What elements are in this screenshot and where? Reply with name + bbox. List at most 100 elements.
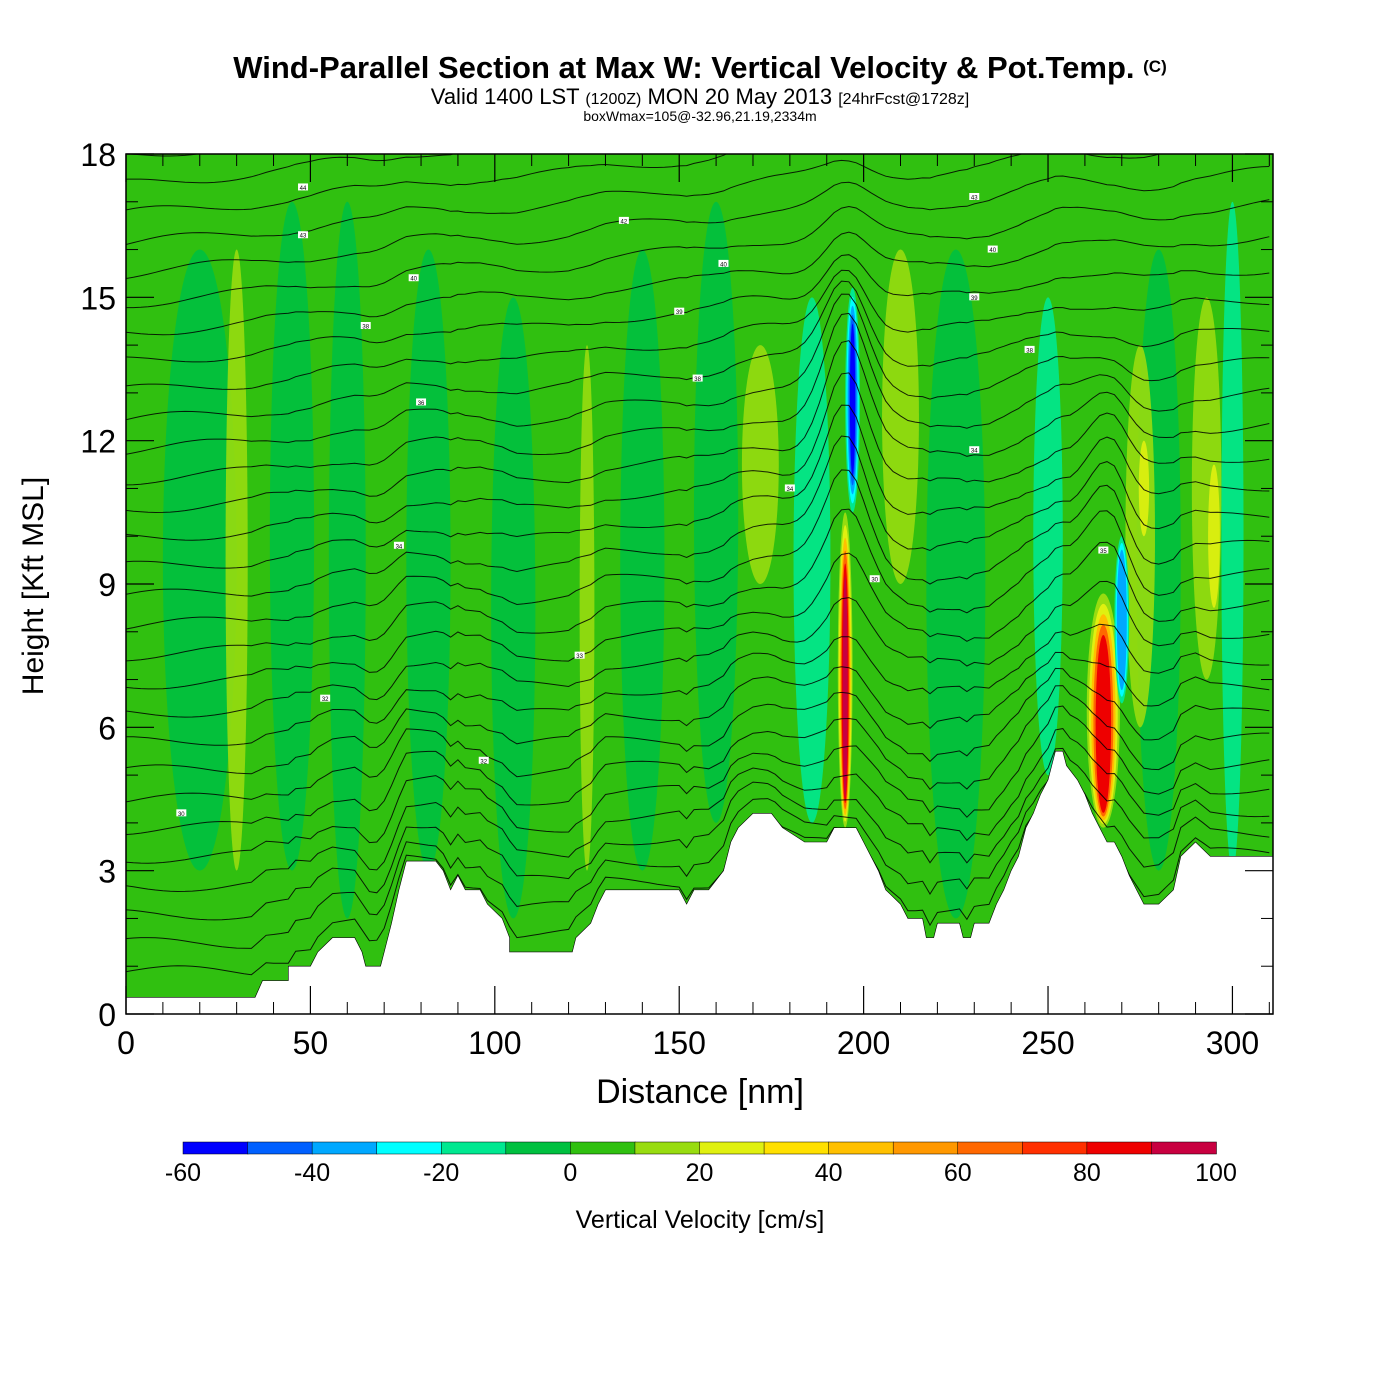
contour-label-text: 39 xyxy=(676,310,683,316)
theta-contour-line xyxy=(126,580,1270,718)
theta-contour-line xyxy=(126,154,455,184)
wind-band xyxy=(882,249,919,584)
colorbar-tick-label: 40 xyxy=(815,1159,843,1187)
y-tick-label: 6 xyxy=(98,710,116,746)
colorbar-swatch xyxy=(247,1141,313,1155)
colorbar-tick-label: 60 xyxy=(944,1159,972,1187)
theta-contour-label: 40 xyxy=(987,245,998,254)
x-tick-label: 0 xyxy=(117,1025,135,1061)
y-tick-label: 18 xyxy=(80,137,116,173)
theta-contour-line xyxy=(126,651,1270,775)
wind-band xyxy=(620,249,665,871)
theta-contour-label: 32 xyxy=(320,694,331,703)
contour-label-text: 38 xyxy=(362,325,369,331)
theta-contour-label: 39 xyxy=(969,293,980,302)
wind-band xyxy=(1033,297,1063,776)
downdraft-core xyxy=(1119,562,1125,677)
contour-label-text: 43 xyxy=(971,196,978,202)
terrain-mask xyxy=(126,750,1273,1014)
theta-contour-label: 42 xyxy=(618,216,629,225)
wind-band xyxy=(225,249,248,871)
wind-band xyxy=(579,345,595,871)
x-tick-label: 250 xyxy=(1021,1025,1074,1061)
theta-contour-line xyxy=(126,154,728,211)
theta-contour-line xyxy=(126,541,1270,690)
colorbar-swatch xyxy=(441,1141,507,1155)
y-tick-label: 15 xyxy=(80,280,116,316)
contour-label-text: 43 xyxy=(300,234,307,240)
x-axis-title: Distance [nm] xyxy=(596,1073,804,1111)
contour-label-text: 42 xyxy=(621,219,628,225)
theta-contour-label: 34 xyxy=(784,484,795,493)
y-axis-title: Height [Kft MSL] xyxy=(17,476,50,696)
colorbar-swatch xyxy=(311,1141,378,1155)
contour-label-text: 30 xyxy=(178,812,185,818)
contour-label-text: 38 xyxy=(1026,348,1033,354)
wind-band xyxy=(406,249,451,871)
colorbar-title: Vertical Velocity [cm/s] xyxy=(575,1206,825,1234)
colorbar-tick-label: 80 xyxy=(1073,1159,1101,1187)
colorbar-swatch xyxy=(1086,1141,1153,1155)
y-tick-label: 0 xyxy=(98,997,116,1033)
theta-contour-line xyxy=(126,705,1270,864)
theta-contour-line xyxy=(126,7,1269,130)
contour-label-text: 32 xyxy=(480,759,487,765)
colorbar: -60 -40 -20 0 20 40 60 80 100 xyxy=(165,1141,1237,1187)
theta-contour-line xyxy=(126,312,1270,486)
theta-contour-label: 35 xyxy=(1098,546,1109,555)
x-tick-label: 300 xyxy=(1206,1025,1259,1061)
theta-contour-line xyxy=(126,469,1270,630)
theta-contour-label: 40 xyxy=(408,274,419,283)
contour-label-text: 40 xyxy=(410,277,417,283)
theta-contours: 44 43 42 43 40 40 40 39 38 39 38 38 36 34 34 34 35 30 33 32… xyxy=(126,7,1270,976)
theta-contour-label: 36 xyxy=(416,398,427,407)
chart-subtitle-2: boxWmax=105@-32.96,21.19,2334m xyxy=(583,108,817,124)
theta-contour-label: 38 xyxy=(692,374,703,383)
colorbar-tick-label: 0 xyxy=(563,1159,577,1187)
theta-contour-line xyxy=(126,508,1270,662)
theta-contour-label: 43 xyxy=(969,193,980,202)
theta-contour-line xyxy=(126,340,1270,514)
colorbar-tick-label: -40 xyxy=(294,1159,330,1187)
wind-band xyxy=(491,297,536,919)
colorbar-tick-label: 20 xyxy=(686,1159,714,1187)
downdraft-core xyxy=(849,323,856,477)
theta-contour-label: 33 xyxy=(574,651,585,660)
colorbar-swatch xyxy=(570,1141,636,1155)
title-tag: (C) xyxy=(1143,57,1167,76)
wind-band xyxy=(269,201,315,871)
theta-contour-label: 38 xyxy=(1024,345,1035,354)
theta-contour-label: 43 xyxy=(298,231,309,240)
theta-contour-label: 32 xyxy=(478,756,489,765)
colorbar-tick-label: 100 xyxy=(1195,1159,1237,1187)
theta-contour-line xyxy=(126,269,1270,390)
wind-band xyxy=(1125,345,1155,728)
theta-contour-line xyxy=(126,154,201,157)
colorbar-swatch xyxy=(763,1141,830,1155)
theta-contour-line xyxy=(126,199,1270,309)
theta-contour-line xyxy=(126,293,1270,455)
wind-band xyxy=(693,201,739,823)
y-tick-label: 3 xyxy=(98,854,116,890)
theta-contour-line xyxy=(126,166,1270,279)
contour-label-text: 34 xyxy=(396,544,403,550)
theta-contour-line xyxy=(126,435,1270,597)
contour-label-text: 36 xyxy=(418,401,425,407)
colorbar-swatch xyxy=(699,1141,765,1155)
velocity-field: 44 43 42 43 40 40 40 39 38 39 38 38 36 34 34 34 35 30 33 32… xyxy=(126,7,1273,1014)
theta-contour-label: 39 xyxy=(674,307,685,316)
contour-label-text: 34 xyxy=(971,449,978,455)
theta-contour-line xyxy=(126,728,1270,893)
colorbar-swatch xyxy=(505,1141,572,1155)
x-tick-label: 150 xyxy=(653,1025,706,1061)
wind-band xyxy=(162,249,237,871)
x-tick-label: 100 xyxy=(468,1025,521,1061)
x-tick-label: 50 xyxy=(293,1025,329,1061)
wind-band xyxy=(1208,464,1220,608)
wind-band xyxy=(328,201,366,919)
colorbar-swatch xyxy=(1151,1141,1217,1155)
chart-title: Wind-Parallel Section at Max W: Vertical… xyxy=(233,50,1167,85)
theta-contour-label: 44 xyxy=(298,183,309,192)
updraft-core xyxy=(842,576,848,798)
theta-contour-line xyxy=(126,254,1270,363)
